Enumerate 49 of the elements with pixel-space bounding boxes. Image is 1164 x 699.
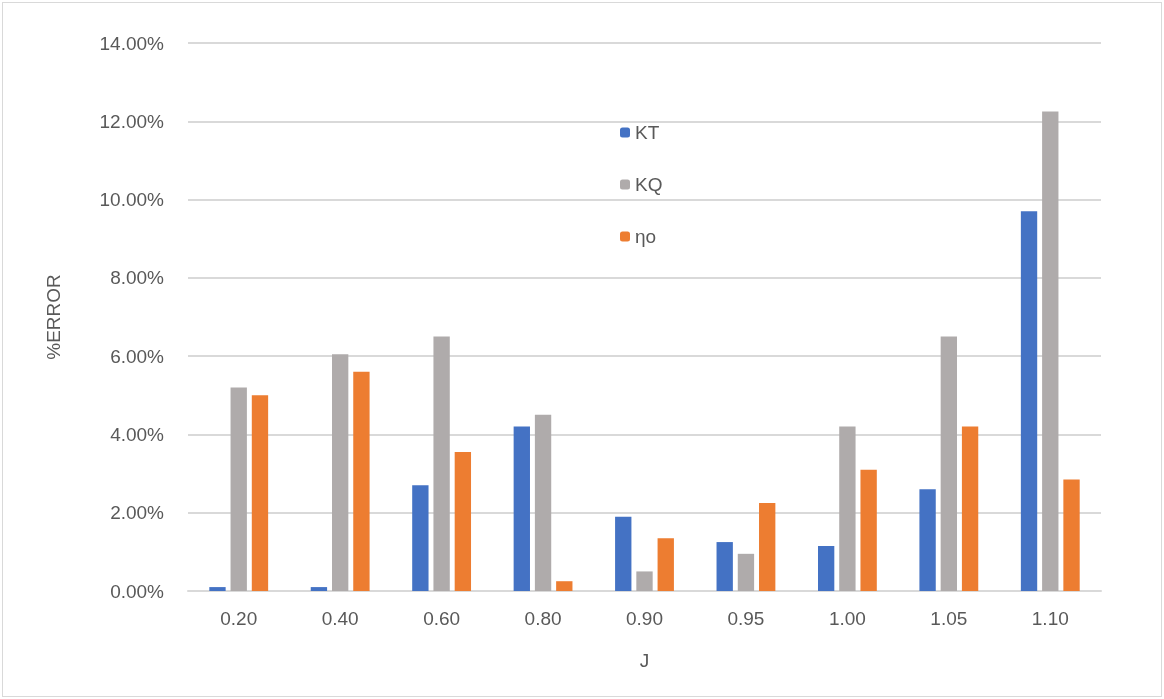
bar [817, 545, 835, 591]
x-tick-label: 0.60 [423, 608, 461, 629]
bar [454, 452, 472, 591]
bar [433, 336, 450, 591]
x-tick-label: 0.20 [220, 608, 258, 629]
bar [513, 426, 530, 591]
x-tick-label: 1.05 [930, 608, 968, 629]
bar [1063, 479, 1080, 591]
bar [759, 502, 776, 591]
bar [1042, 111, 1059, 591]
bar [657, 538, 674, 591]
legend-label: ηo [635, 226, 657, 247]
bar [412, 485, 429, 591]
bar [310, 587, 328, 591]
x-tick-label: 0.95 [727, 608, 765, 629]
bar [839, 426, 856, 591]
bar [961, 426, 979, 591]
x-axis-title: J [639, 650, 650, 671]
bar [331, 354, 349, 591]
bar [556, 581, 573, 591]
bar [353, 371, 370, 591]
y-axis-title: %ERROR [43, 274, 64, 360]
y-tick-label: 10.00% [99, 189, 165, 211]
y-tick-label: 12.00% [99, 110, 165, 132]
bar [534, 414, 552, 591]
bar [716, 542, 733, 591]
x-tick-label: 1.10 [1031, 608, 1069, 629]
bar [940, 336, 958, 591]
y-tick-label: 0.00% [110, 580, 165, 602]
y-tick-label: 6.00% [110, 345, 165, 367]
legend-label: KT [635, 122, 660, 143]
bar [636, 571, 653, 591]
legend-label: KQ [635, 174, 663, 195]
bar [209, 587, 226, 591]
bar [615, 516, 632, 591]
y-tick-label: 8.00% [110, 267, 165, 289]
bar [737, 553, 755, 591]
bar [1020, 211, 1038, 591]
bar [230, 387, 247, 591]
bar [860, 469, 877, 591]
y-tick-label: 14.00% [99, 32, 165, 54]
y-tick-label: 2.00% [110, 502, 165, 524]
x-tick-label: 0.80 [524, 608, 562, 629]
bar [251, 395, 269, 591]
x-tick-label: 0.90 [626, 608, 663, 629]
bar [919, 489, 936, 591]
x-tick-label: 0.40 [321, 608, 359, 629]
x-tick-label: 1.00 [828, 608, 866, 629]
y-tick-label: 4.00% [110, 423, 165, 445]
